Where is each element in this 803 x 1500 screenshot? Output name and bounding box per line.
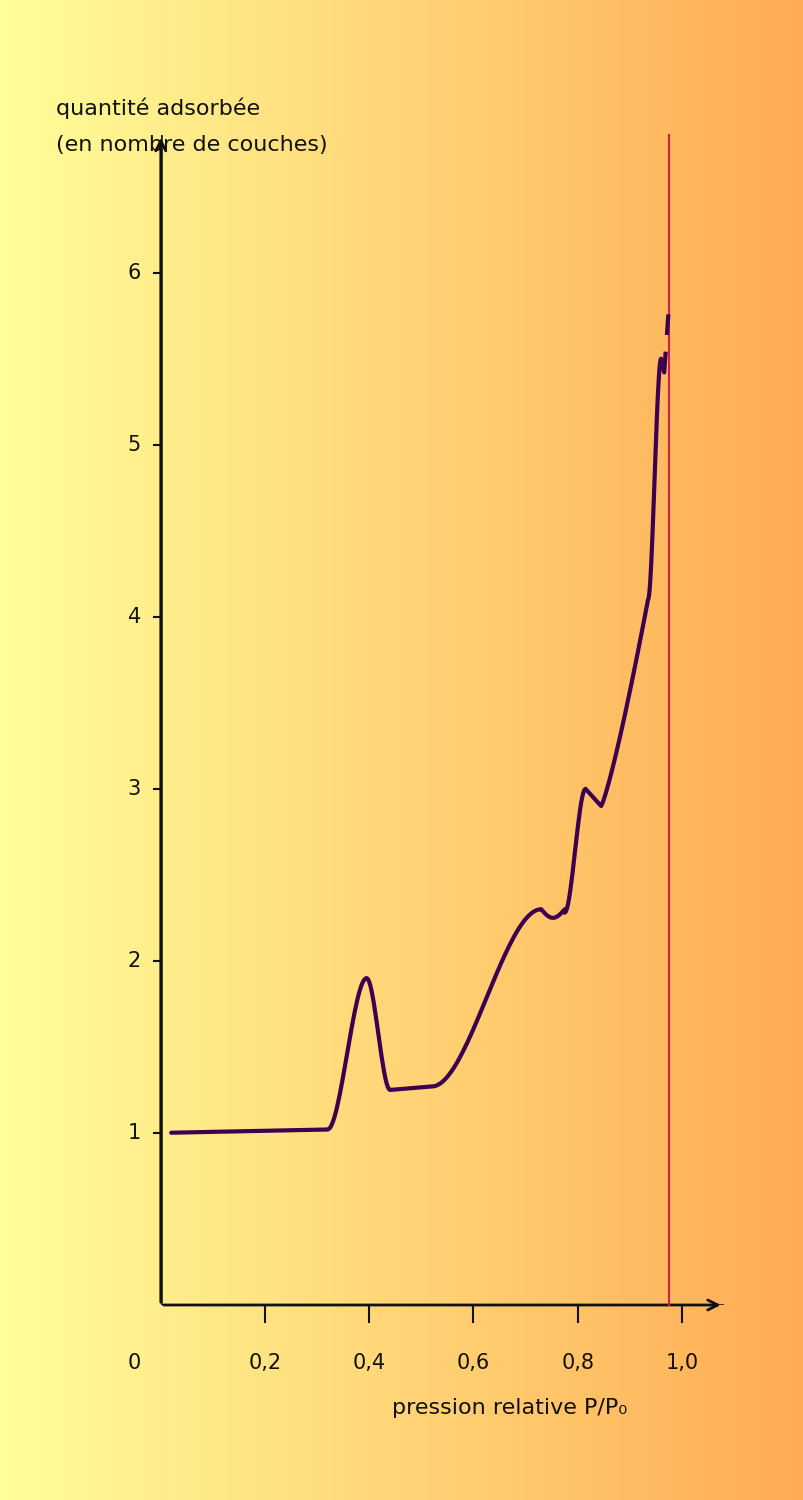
Text: 2: 2 (128, 951, 141, 970)
Text: 0: 0 (128, 1353, 141, 1372)
Text: 1: 1 (128, 1124, 141, 1143)
Text: quantité adsorbée: quantité adsorbée (56, 98, 260, 118)
Text: 0,6: 0,6 (456, 1353, 490, 1372)
Text: 3: 3 (128, 778, 141, 800)
Text: pression relative P/P₀: pression relative P/P₀ (391, 1398, 626, 1417)
Text: 6: 6 (128, 262, 141, 282)
Text: 0,8: 0,8 (560, 1353, 593, 1372)
Text: (en nombre de couches): (en nombre de couches) (56, 135, 328, 154)
Text: 5: 5 (128, 435, 141, 454)
Text: 0,4: 0,4 (353, 1353, 385, 1372)
Text: 4: 4 (128, 608, 141, 627)
Text: 0,2: 0,2 (248, 1353, 281, 1372)
Text: 1,0: 1,0 (665, 1353, 698, 1372)
